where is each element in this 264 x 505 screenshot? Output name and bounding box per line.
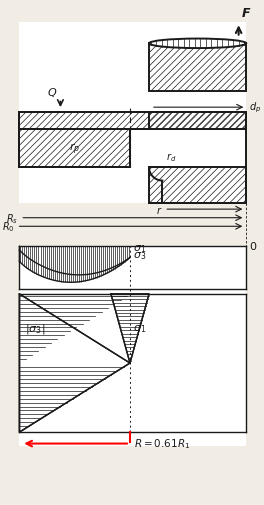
Bar [149,44,246,92]
Text: Q: Q [48,87,56,97]
Polygon shape [20,294,130,432]
Text: $|\sigma_3|$: $|\sigma_3|$ [25,322,45,336]
Text: F: F [242,7,250,20]
Bar [20,23,246,204]
Ellipse shape [149,39,246,49]
Bar [149,168,246,204]
Text: $R_s$: $R_s$ [6,212,18,225]
Text: $r_p$: $r_p$ [69,141,80,157]
Bar [20,247,246,446]
Polygon shape [111,294,149,363]
Bar [20,130,130,168]
Text: $\sigma_1$: $\sigma_1$ [133,323,146,335]
Bar [149,113,246,130]
Text: $\sigma_3$: $\sigma_3$ [133,250,146,262]
Text: $\sigma_1$: $\sigma_1$ [133,242,146,254]
Text: $R=0.61R_1$: $R=0.61R_1$ [134,437,190,450]
Text: 0: 0 [249,242,256,252]
Bar [20,113,246,130]
Text: $R_0$: $R_0$ [2,220,15,234]
Text: $r_d$: $r_d$ [166,152,177,164]
Text: $r$: $r$ [156,204,162,215]
Text: $d_p$: $d_p$ [249,101,261,115]
